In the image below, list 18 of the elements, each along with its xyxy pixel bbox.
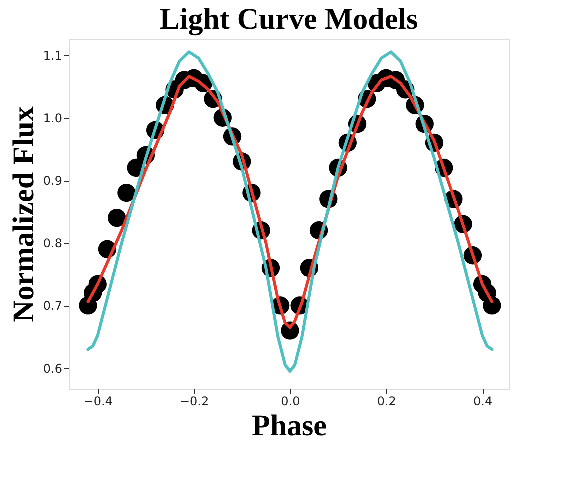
chart-title: Light Curve Models	[160, 3, 418, 36]
point	[118, 184, 136, 202]
y-tick-label: 0.6	[43, 362, 62, 376]
y-axis-title: Normalized Flux	[7, 106, 40, 322]
x-tick-label: 0.0	[281, 394, 300, 408]
y-tick-label: 0.8	[43, 236, 62, 251]
point	[483, 296, 502, 315]
y-tick-label: 0.7	[43, 299, 62, 314]
point	[108, 209, 126, 228]
x-tick-label: −0.2	[180, 394, 210, 408]
y-tick-label: 1.0	[43, 111, 62, 126]
x-tick-label: 0.2	[377, 394, 396, 408]
y-tick-label: 1.1	[43, 48, 62, 63]
y-tick-label: 0.9	[43, 174, 62, 188]
x-axis-title: Phase	[252, 410, 327, 442]
line-series	[86, 50, 494, 373]
x-tick-label: −0.4	[84, 394, 113, 408]
x-tick-label: 0.4	[474, 394, 493, 408]
